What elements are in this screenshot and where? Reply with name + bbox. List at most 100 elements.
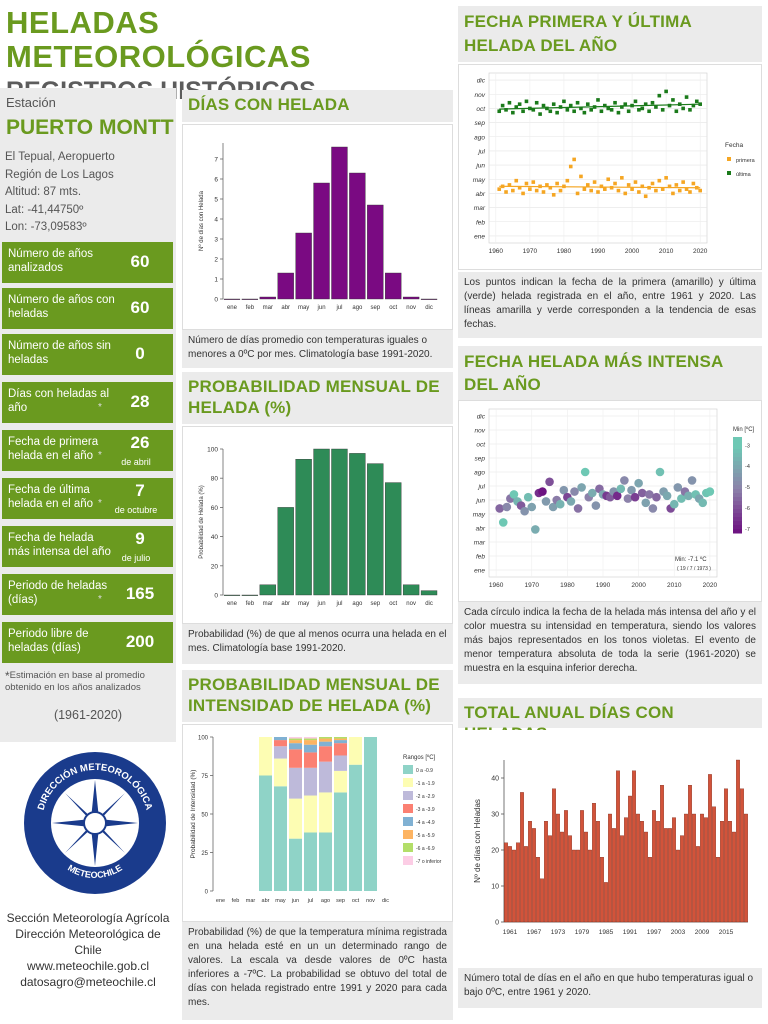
stack-segment [304, 737, 317, 739]
stat-label: Número de años con heladas [8, 294, 115, 320]
contact-email-link[interactable]: datosagro@meteochile.cl [20, 975, 156, 989]
x-tick-label: abr [281, 305, 290, 311]
chart-fechas: ene feb mar abr may jun jul ago sep oct nov dic 1960… [458, 64, 762, 270]
bar [504, 842, 508, 923]
legend-swatch [727, 157, 731, 161]
bar [544, 821, 548, 923]
stack-segment [289, 767, 302, 799]
stat-box: Fecha de primera helada en el año * 26 de a… [2, 430, 173, 471]
bar [520, 792, 524, 923]
data-point [641, 498, 651, 508]
bar [716, 857, 720, 923]
station-region: Región de Los Lagos [5, 168, 114, 181]
legend-gradient-step [733, 457, 742, 462]
data-point [616, 484, 626, 494]
data-point [603, 103, 607, 108]
legend-gradient-step [733, 513, 742, 518]
legend-gradient-step [733, 469, 742, 474]
x-tick-label: mar [263, 305, 273, 311]
legend-gradient-step [733, 489, 742, 494]
legend-gradient-step [733, 497, 742, 502]
legend-gradient-step [733, 437, 742, 442]
data-point [555, 181, 559, 186]
contact-web-link[interactable]: www.meteochile.gob.cl [26, 959, 150, 973]
x-tick-label: 2003 [671, 929, 686, 936]
bar [660, 785, 664, 923]
data-point [585, 102, 590, 106]
stat-label: Fecha de primera helada en el año [8, 436, 99, 462]
data-point [565, 178, 570, 183]
x-tick-label: mar [263, 601, 273, 607]
y-tick-label: 40 [491, 776, 499, 783]
caption-fechas: Los puntos indican la fecha de la primer… [458, 272, 762, 338]
data-point [616, 110, 621, 115]
bar [295, 232, 312, 300]
data-point [568, 164, 573, 169]
data-point [517, 102, 522, 106]
legend-gradient-step [733, 501, 742, 506]
data-point [620, 476, 629, 485]
bar [349, 172, 366, 300]
stat-value: 28 [130, 392, 150, 411]
stack-segment [289, 737, 302, 739]
data-point [654, 105, 658, 109]
y-axis-label: Nº de días con Heladas [473, 799, 482, 883]
y-tick-label: 3 [214, 237, 218, 244]
data-point [616, 188, 621, 193]
bar [608, 813, 612, 923]
bar [680, 835, 684, 923]
data-point [559, 485, 569, 495]
stat-value: 26 [130, 433, 150, 452]
station-altitude: Altitud: 87 mts. [5, 186, 82, 198]
y-axis-label: Probabilidad de Intensidad (%) [190, 770, 197, 859]
legend-gradient-step [733, 445, 742, 450]
bar [532, 828, 536, 923]
bar [313, 182, 330, 300]
data-point [521, 191, 525, 196]
chart-total: 0 10 20 30 40 1961 1967 1973 1979 1985 1991 1997 200… [458, 730, 762, 966]
x-tick-label: jul [335, 601, 342, 607]
bar [524, 846, 528, 923]
bar [277, 272, 294, 300]
x-tick-label: nov [406, 305, 416, 311]
data-point [647, 109, 651, 114]
data-point [538, 112, 542, 116]
legend-label: 0 a -0.9 [416, 768, 433, 774]
data-point [514, 105, 519, 109]
data-point [694, 99, 699, 104]
data-point [573, 504, 583, 513]
legend-label: primera [736, 158, 756, 164]
stack-segment [274, 786, 287, 891]
data-point [538, 487, 547, 496]
data-point [705, 487, 715, 496]
stack-segment [304, 740, 317, 745]
y-tick-label: 10 [491, 884, 499, 891]
y-tick-label: dic [477, 414, 486, 421]
data-point [660, 187, 665, 191]
legend-label: -2 a -2.9 [416, 794, 435, 800]
data-point [504, 190, 508, 194]
bar [724, 788, 728, 923]
bar [672, 817, 676, 923]
stat-box: Número de años con heladas 60 [2, 288, 173, 329]
bar [331, 146, 348, 300]
stat-value: 165 [125, 584, 155, 603]
y-tick-label: 0 [495, 920, 499, 927]
stack-segment [259, 775, 272, 891]
data-point [650, 181, 655, 186]
bar [732, 831, 736, 923]
bar [259, 296, 276, 300]
data-point [609, 185, 614, 190]
data-point [572, 157, 576, 162]
data-point [524, 99, 529, 104]
stack-segment [274, 758, 287, 787]
data-point [691, 103, 696, 108]
y-tick-label: 40 [211, 534, 219, 541]
stat-sub: de abril [121, 457, 151, 467]
data-point [507, 100, 512, 105]
data-point [507, 183, 512, 187]
data-point [640, 106, 645, 111]
stack-segment [334, 740, 347, 744]
stack-segment [319, 738, 332, 742]
bar [385, 272, 402, 300]
